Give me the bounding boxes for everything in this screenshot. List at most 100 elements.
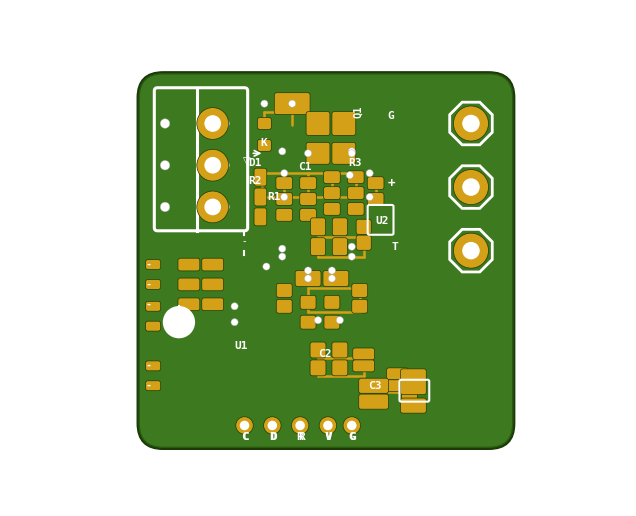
Circle shape — [295, 421, 305, 430]
FancyBboxPatch shape — [137, 72, 515, 449]
Circle shape — [197, 191, 228, 223]
FancyBboxPatch shape — [367, 177, 384, 189]
Text: -: - — [146, 299, 150, 309]
FancyBboxPatch shape — [155, 88, 247, 231]
Circle shape — [328, 267, 335, 274]
Circle shape — [160, 202, 170, 212]
Circle shape — [336, 317, 343, 324]
FancyBboxPatch shape — [276, 177, 293, 189]
Text: R2: R2 — [249, 176, 262, 186]
FancyBboxPatch shape — [332, 218, 347, 236]
FancyBboxPatch shape — [178, 298, 200, 311]
FancyBboxPatch shape — [146, 280, 161, 289]
Polygon shape — [450, 229, 492, 272]
Circle shape — [231, 303, 238, 310]
Circle shape — [220, 160, 230, 170]
Circle shape — [160, 160, 170, 170]
Circle shape — [279, 245, 286, 252]
Circle shape — [348, 150, 356, 157]
Text: D1: D1 — [249, 158, 262, 168]
FancyBboxPatch shape — [276, 208, 293, 221]
Circle shape — [291, 417, 309, 434]
FancyBboxPatch shape — [202, 278, 224, 291]
Text: R1: R1 — [267, 192, 280, 202]
Circle shape — [343, 417, 361, 434]
FancyBboxPatch shape — [300, 315, 316, 329]
Text: ▽: ▽ — [243, 156, 250, 166]
FancyBboxPatch shape — [310, 360, 326, 376]
FancyBboxPatch shape — [347, 171, 364, 184]
Text: D: D — [269, 432, 275, 442]
Text: V: V — [326, 432, 333, 442]
FancyBboxPatch shape — [401, 388, 417, 399]
Circle shape — [204, 199, 221, 215]
Text: C3: C3 — [368, 381, 381, 391]
FancyBboxPatch shape — [323, 270, 349, 286]
FancyBboxPatch shape — [401, 369, 426, 395]
FancyBboxPatch shape — [276, 283, 292, 297]
FancyBboxPatch shape — [356, 219, 371, 234]
FancyBboxPatch shape — [254, 168, 266, 186]
Text: R: R — [297, 432, 303, 442]
FancyBboxPatch shape — [254, 208, 266, 226]
FancyBboxPatch shape — [324, 187, 340, 199]
FancyBboxPatch shape — [356, 235, 371, 250]
FancyBboxPatch shape — [332, 360, 348, 376]
FancyBboxPatch shape — [332, 111, 356, 135]
FancyBboxPatch shape — [258, 139, 272, 151]
Circle shape — [279, 253, 286, 260]
FancyBboxPatch shape — [276, 299, 292, 313]
Circle shape — [220, 119, 230, 128]
Circle shape — [280, 170, 288, 177]
FancyBboxPatch shape — [300, 177, 317, 189]
FancyBboxPatch shape — [324, 203, 340, 215]
Circle shape — [305, 275, 312, 282]
Text: -: - — [146, 361, 150, 371]
Text: -: - — [146, 381, 150, 391]
Text: G: G — [349, 432, 355, 442]
Circle shape — [348, 243, 356, 250]
Circle shape — [197, 108, 228, 139]
FancyBboxPatch shape — [178, 278, 200, 291]
FancyBboxPatch shape — [310, 238, 326, 255]
FancyBboxPatch shape — [139, 74, 513, 447]
Circle shape — [220, 202, 230, 212]
Circle shape — [453, 233, 488, 268]
Circle shape — [280, 194, 288, 201]
Text: K: K — [260, 138, 267, 149]
Polygon shape — [450, 102, 492, 145]
Circle shape — [263, 417, 281, 434]
FancyBboxPatch shape — [310, 218, 326, 236]
FancyBboxPatch shape — [352, 299, 368, 313]
FancyBboxPatch shape — [367, 192, 384, 205]
Text: V: V — [324, 432, 331, 442]
Text: +: + — [387, 176, 395, 189]
Text: Q1: Q1 — [354, 105, 364, 118]
Circle shape — [236, 417, 253, 434]
FancyBboxPatch shape — [387, 368, 408, 380]
Circle shape — [289, 100, 296, 107]
Circle shape — [204, 115, 221, 132]
FancyBboxPatch shape — [387, 380, 408, 392]
FancyBboxPatch shape — [332, 142, 356, 164]
Circle shape — [453, 106, 488, 141]
FancyBboxPatch shape — [359, 394, 389, 409]
FancyBboxPatch shape — [258, 118, 272, 130]
FancyBboxPatch shape — [146, 381, 161, 391]
Circle shape — [348, 253, 356, 260]
Circle shape — [197, 149, 228, 181]
FancyBboxPatch shape — [352, 283, 368, 297]
Text: C1: C1 — [298, 162, 312, 172]
FancyBboxPatch shape — [202, 258, 224, 271]
FancyBboxPatch shape — [254, 188, 266, 206]
Polygon shape — [450, 166, 492, 208]
Circle shape — [240, 421, 249, 430]
FancyBboxPatch shape — [310, 342, 326, 358]
FancyBboxPatch shape — [347, 187, 364, 199]
FancyBboxPatch shape — [146, 321, 161, 331]
Text: C2: C2 — [318, 349, 331, 359]
FancyBboxPatch shape — [146, 301, 161, 311]
FancyBboxPatch shape — [300, 295, 316, 309]
Circle shape — [347, 421, 357, 430]
Circle shape — [231, 318, 238, 326]
